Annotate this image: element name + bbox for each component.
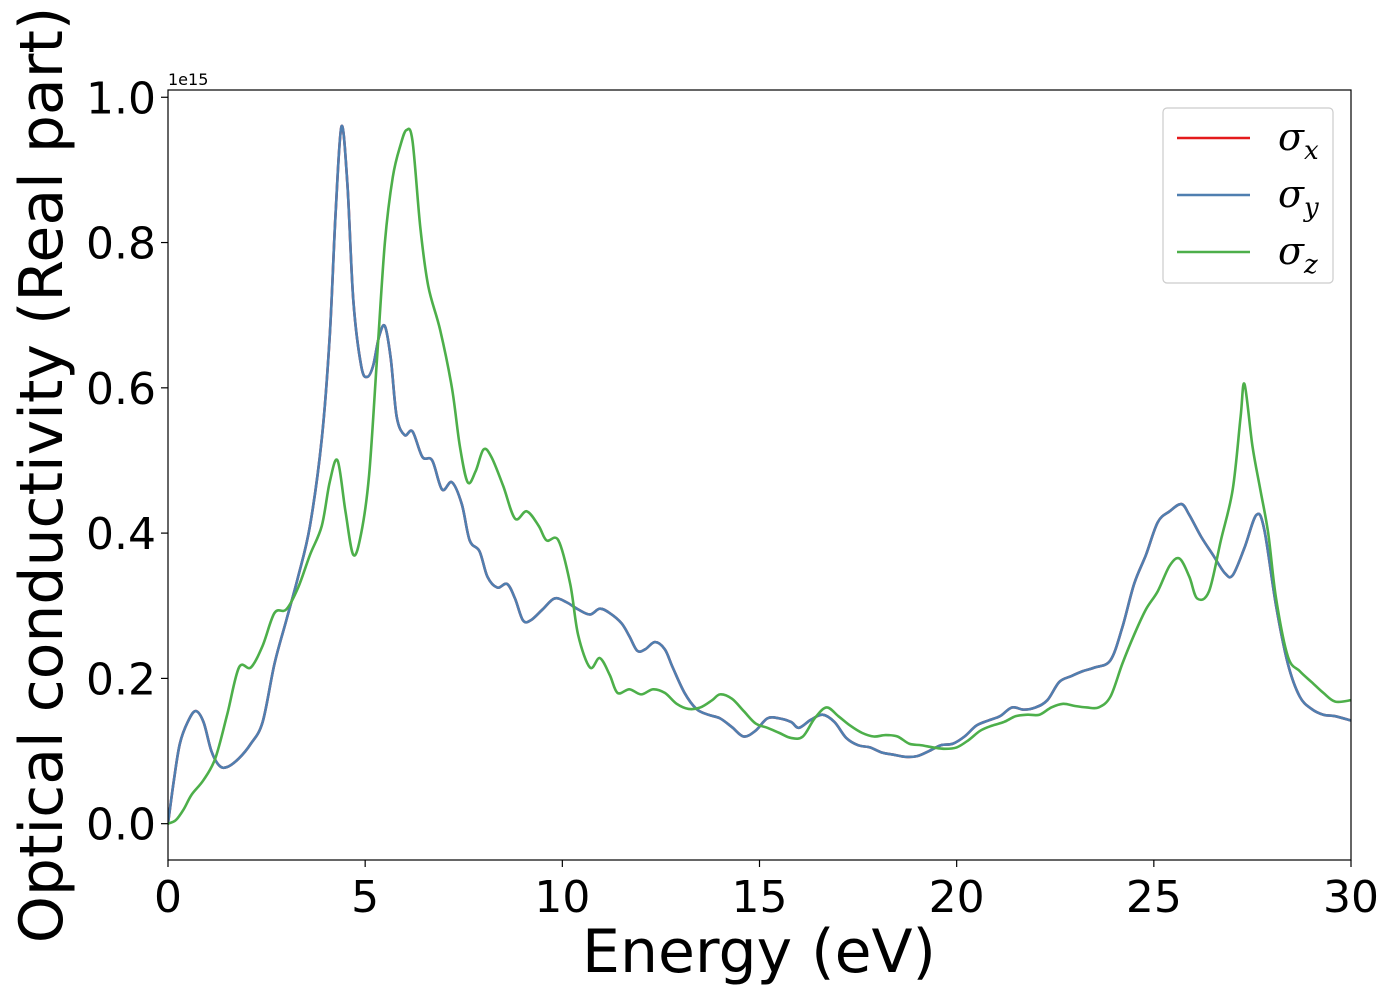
y-tick-label: 1.0 [86, 73, 156, 124]
x-tick-label: 0 [154, 872, 182, 923]
x-axis-title: Energy (eV) [582, 917, 936, 987]
series-line-z [168, 127, 1351, 825]
series-layer [168, 124, 1351, 825]
x-tick-label: 10 [534, 872, 590, 923]
legend: σx σy σz [1162, 107, 1334, 284]
legend-label-y: σy [1278, 172, 1319, 223]
y-tick-label: 0.6 [86, 364, 156, 415]
x-tick-label: 20 [929, 872, 985, 923]
x-axis: 0 5 10 15 20 25 30 [154, 860, 1379, 923]
x-tick-label: 5 [351, 872, 379, 923]
legend-label-x: σx [1278, 115, 1319, 166]
legend-label-z: σz [1278, 229, 1318, 280]
x-tick-label: 25 [1126, 872, 1182, 923]
y-tick-label: 0.2 [86, 654, 156, 705]
y-tick-label: 0.8 [86, 219, 156, 270]
x-tick-label: 30 [1323, 872, 1379, 923]
y-tick-label: 0.4 [86, 509, 156, 560]
y-tick-label: 0.0 [86, 800, 156, 851]
y-axis-title: Optical conductivity (Real part) [7, 7, 77, 944]
y-offset-label: 1e15 [168, 70, 208, 89]
y-axis: 0.0 0.2 0.4 0.6 0.8 1.0 [86, 73, 168, 851]
series-line-y [168, 124, 1351, 825]
x-tick-label: 15 [732, 872, 788, 923]
